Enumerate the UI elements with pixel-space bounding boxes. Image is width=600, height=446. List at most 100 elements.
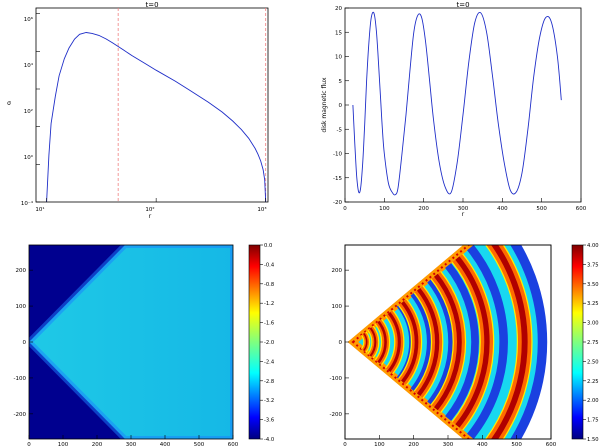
tr-ytick-label: 15: [335, 30, 342, 36]
br-ring-core: [434, 273, 462, 411]
br-ring-core: [369, 327, 377, 357]
bl-colorbar-label: -0.8: [264, 282, 274, 288]
br-ring-core: [387, 312, 401, 372]
tl-ytick-label: 10⁴: [24, 62, 34, 69]
bl-xtick-label: 0: [27, 442, 31, 446]
bl-colorbar: [248, 244, 261, 440]
bl-colorbar-label: -1.2: [264, 301, 274, 307]
bl-colorbar-label: -3.6: [264, 418, 274, 424]
br-colorbar-label: 2.00: [587, 398, 599, 404]
br-xtick-label: 500: [511, 442, 522, 446]
bl-ytick-label: -200: [14, 412, 27, 418]
tr-ytick-label: 0: [339, 103, 343, 109]
tl-ylabel: σ: [7, 100, 11, 107]
tl-xtick-label: 10³: [257, 206, 266, 213]
tl-series-line: [46, 32, 267, 202]
tl-ytick-label: 10⁻⁴: [21, 200, 34, 207]
bl-ytick-label: 0: [23, 340, 27, 346]
tr-ytick-label: -20: [333, 200, 342, 206]
tr-ytick-label: 5: [339, 79, 343, 85]
bl-xtick-label: 100: [58, 442, 69, 446]
br-colorbar-label: 3.00: [587, 321, 599, 327]
tr-title: t=0: [456, 1, 469, 9]
br-colorbar-label: 1.50: [587, 437, 599, 443]
br-ring-core: [377, 320, 387, 364]
tr-ytick-label: -10: [333, 152, 342, 158]
br-y-axis: 200 100 0 -100 -200: [330, 268, 349, 418]
tr-ytick-label: -15: [333, 176, 342, 182]
br-ring-trough: [510, 245, 548, 439]
tr-xtick-label: 600: [576, 206, 587, 212]
tr-xlabel: r: [462, 211, 465, 218]
tl-reference-lines: [117, 8, 267, 202]
br-ring-trough: [467, 245, 508, 439]
br-ytick-label: -200: [330, 412, 343, 418]
bl-xtick-label: 300: [126, 442, 137, 446]
bl-y-axis: 200 100 0 -100 -200: [14, 268, 33, 418]
bl-colorbar-label: -2.8: [264, 379, 274, 385]
tr-frame: [344, 7, 582, 203]
br-colorbar-label: 3.75: [587, 262, 599, 268]
br-ytick-label: 0: [339, 340, 343, 346]
bl-heatmap: [29, 245, 233, 439]
br-ring-trough: [427, 278, 455, 406]
tr-x-axis: 0 100 200 300 400 500 600: [343, 198, 587, 212]
tr-y-axis: 20 15 10 5 0 -5 -10 -15 -20: [333, 6, 349, 206]
tl-xtick-label: 10²: [145, 206, 154, 213]
br-colorbar-label: 2.75: [587, 340, 599, 346]
br-colorbar-label: 2.25: [587, 379, 599, 385]
bl-x-axis: 0 100 200 300 400 500 600: [27, 435, 239, 446]
br-ring-core: [401, 301, 419, 383]
br-ytick-label: 100: [332, 304, 343, 310]
tl-ytick-label: 10²: [24, 108, 33, 115]
bl-colorbar-ticks: 0.0 -0.4 -0.8 -1.2 -1.6 -2.0 -2.4 -2.8 -3.2 -3.6 -…: [260, 243, 275, 443]
br-ytick-label: 200: [332, 268, 343, 274]
br-colorbar-label: 1.75: [587, 418, 599, 424]
br-heatmap: [347, 245, 548, 439]
br-ring-core: [455, 256, 490, 428]
tr-xtick-label: 400: [497, 206, 508, 212]
bl-xtick-label: 600: [228, 442, 239, 446]
br-xtick-label: 100: [374, 442, 385, 446]
chart-top-right: t=0 0 100 200 300 400 500 600 20 15 10 5 0 -5 -10 -15…: [321, 1, 587, 218]
bl-colorbar-label: -4.0: [264, 437, 274, 443]
tl-ytick-label: 10⁰: [24, 154, 34, 161]
tr-ytick-label: 10: [335, 55, 342, 61]
br-ring-core: [363, 332, 368, 352]
tr-series-line: [352, 11, 562, 196]
tr-xtick-label: 200: [418, 206, 429, 212]
br-colorbar-label: 3.25: [587, 301, 599, 307]
br-colorbar: [571, 244, 584, 440]
br-colorbar-label: 4.00: [587, 243, 599, 249]
br-colorbar-label: 3.50: [587, 282, 599, 288]
br-xtick-label: 200: [408, 442, 419, 446]
chart-bottom-right: 0 100 200 300 400 500 600 200 100 0 -100 -200 4.00…: [330, 243, 599, 446]
tl-xlabel: r: [149, 213, 152, 220]
tl-xtick-label: 10¹: [35, 206, 44, 213]
bl-ytick-label: -100: [14, 376, 27, 382]
tr-xtick-label: 500: [536, 206, 547, 212]
br-wedge: [347, 245, 548, 439]
bl-xtick-label: 200: [92, 442, 103, 446]
bl-colorbar-label: -1.6: [264, 321, 274, 327]
br-ring-trough: [445, 263, 479, 421]
br-xtick-label: 600: [546, 442, 557, 446]
bl-colorbar-label: -2.4: [264, 359, 275, 365]
br-xtick-label: 0: [343, 442, 347, 446]
bl-ytick-label: 100: [16, 304, 27, 310]
tl-title: t=0: [145, 1, 158, 9]
tl-y-axis: 10⁶ 10⁴ 10² 10⁰ 10⁻⁴: [21, 13, 40, 207]
tr-xtick-label: 300: [458, 206, 469, 212]
tr-ytick-label: 20: [335, 6, 342, 12]
br-colorbar-label: 2.50: [587, 359, 599, 365]
br-xtick-label: 400: [477, 442, 488, 446]
tl-ytick-label: 10⁶: [24, 16, 34, 23]
tr-ylabel: disk magnetic flux: [321, 77, 328, 133]
br-xtick-label: 300: [443, 442, 454, 446]
tr-xtick-label: 0: [343, 206, 347, 212]
chart-top-left: t=0 10¹ 10² 10³ 10⁶ 10⁴ 10² 10⁰ 10⁻⁴ r σ: [7, 1, 269, 220]
bl-colorbar-label: 0.0: [264, 243, 272, 249]
bl-colorbar-label: -0.4: [264, 262, 275, 268]
tr-xtick-label: 100: [379, 206, 390, 212]
